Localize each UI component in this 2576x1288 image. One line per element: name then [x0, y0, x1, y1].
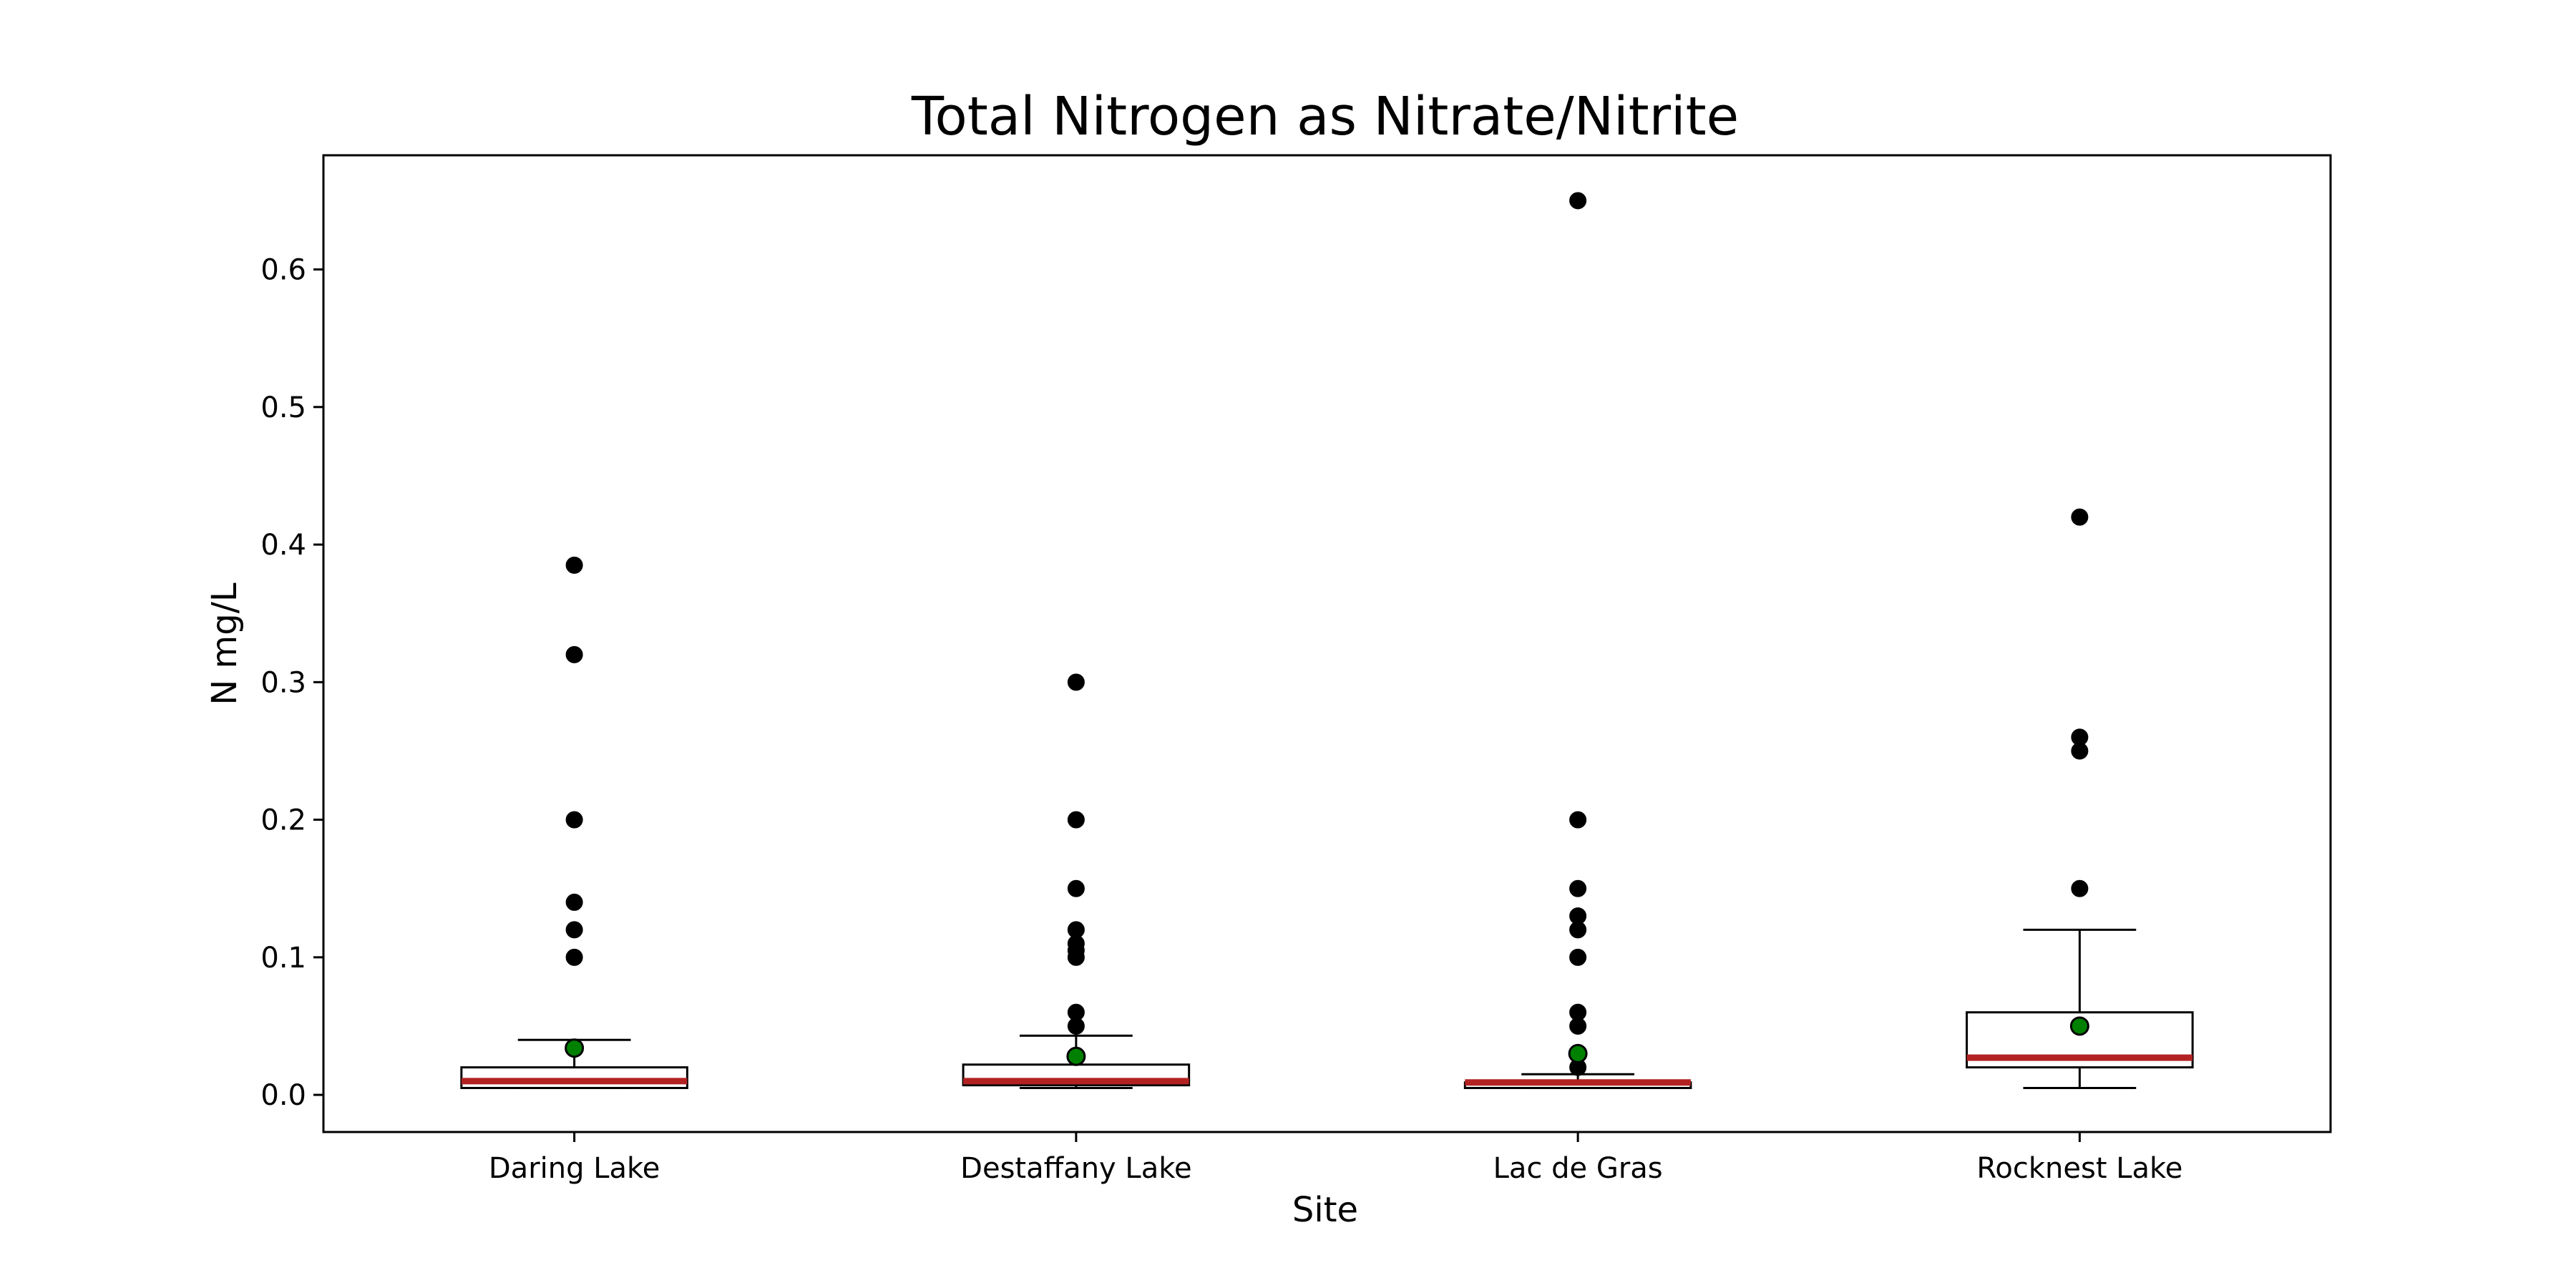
outlier-point — [1067, 1003, 1085, 1021]
outlier-point — [1569, 192, 1587, 210]
outlier-point — [2071, 508, 2089, 526]
mean-point — [565, 1038, 585, 1058]
x-tick-label: Rocknest Lake — [1976, 1152, 2182, 1185]
y-tick-label: 0.3 — [260, 666, 306, 699]
y-tick-label: 0.1 — [260, 942, 306, 975]
outlier-point — [1569, 948, 1587, 966]
y-tick-label: 0.2 — [260, 804, 306, 837]
iqr-box — [460, 1066, 688, 1089]
y-tick-label: 0.5 — [260, 391, 306, 424]
y-tick-label: 0.4 — [260, 529, 306, 562]
outlier-point — [1569, 811, 1587, 829]
mean-point — [1066, 1046, 1086, 1066]
y-tick-label: 0.0 — [260, 1079, 306, 1112]
outlier-point — [2071, 879, 2089, 897]
iqr-box — [1966, 1011, 2194, 1069]
mean-point — [2069, 1016, 2089, 1036]
outlier-point — [565, 948, 583, 966]
y-tick-label: 0.6 — [260, 254, 306, 287]
outlier-point — [565, 921, 583, 939]
plot-area: 0.0 0.1 0.2 0.3 0.4 0.5 0.6 Daring Lake Destaffa… — [260, 192, 2194, 1185]
outlier-point — [1067, 811, 1085, 829]
outlier-point — [565, 556, 583, 574]
outlier-point — [1067, 921, 1085, 939]
outlier-point — [1067, 673, 1085, 691]
outlier-point — [1569, 879, 1587, 897]
outlier-point — [2071, 728, 2089, 746]
outlier-point — [1569, 1003, 1587, 1021]
mean-point — [1568, 1043, 1588, 1063]
x-axis-label: Site — [1292, 1190, 1358, 1230]
x-tick-label: Lac de Gras — [1493, 1152, 1663, 1185]
outlier-point — [1067, 879, 1085, 897]
y-axis-label: N mg/L — [205, 582, 245, 706]
x-tick-label: Destaffany Lake — [960, 1152, 1191, 1185]
outlier-point — [565, 645, 583, 663]
chart-title: Total Nitrogen as Nitrate/Nitrite — [911, 86, 1739, 147]
outlier-point — [565, 811, 583, 829]
x-tick-label: Daring Lake — [489, 1152, 660, 1185]
plot-frame — [322, 154, 2332, 1133]
outlier-point — [1569, 907, 1587, 925]
outlier-point — [565, 893, 583, 911]
